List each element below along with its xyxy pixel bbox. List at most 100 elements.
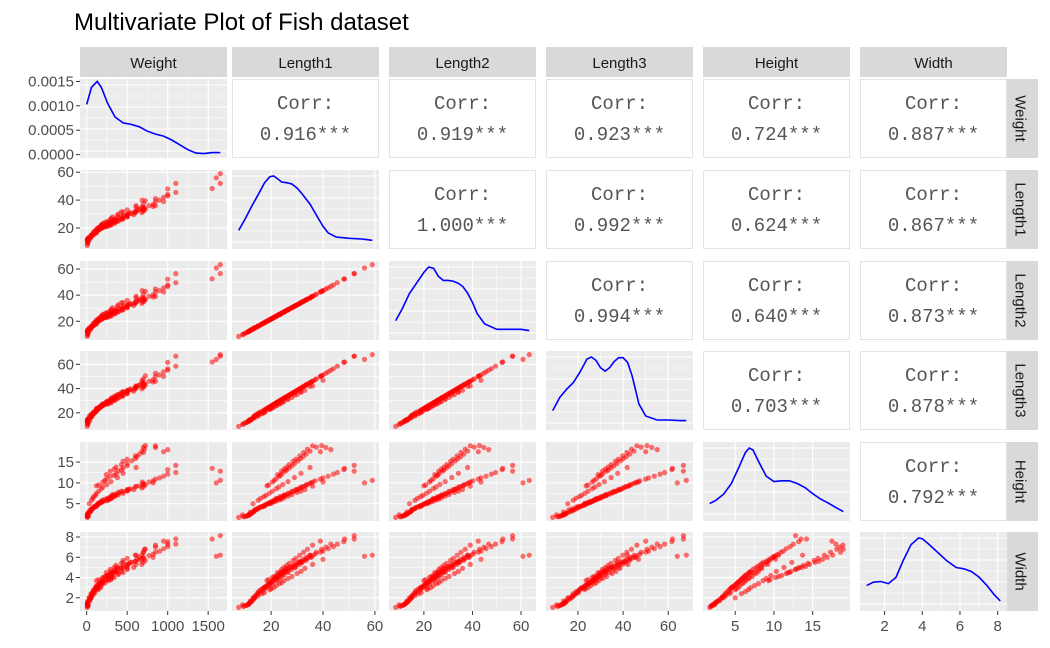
column-strip-label: Length2 — [435, 55, 489, 72]
data-point — [261, 503, 267, 509]
data-point — [152, 196, 159, 202]
density-curve — [238, 175, 373, 242]
data-point — [632, 480, 639, 486]
data-point — [301, 449, 307, 456]
data-point — [565, 595, 571, 601]
data-point — [133, 383, 139, 389]
data-point — [646, 475, 652, 481]
data-point — [161, 373, 167, 379]
data-point — [467, 561, 473, 568]
scatter-points — [84, 352, 223, 429]
data-point — [131, 302, 137, 309]
data-point — [328, 367, 334, 373]
data-point — [303, 382, 309, 388]
data-point — [457, 384, 463, 390]
data-point — [96, 482, 102, 488]
density-panel — [232, 170, 379, 249]
data-point — [492, 541, 499, 547]
column-strip — [389, 47, 536, 77]
x-tick-label: 60 — [513, 618, 530, 635]
x-tick-label: 40 — [464, 618, 481, 635]
data-point — [433, 401, 439, 407]
data-point — [467, 542, 473, 548]
data-point — [115, 309, 121, 315]
data-point — [313, 549, 319, 555]
data-point — [120, 388, 126, 395]
x-tick-label: 60 — [367, 618, 384, 635]
data-point — [369, 262, 375, 268]
data-point — [478, 556, 484, 562]
data-point — [107, 468, 113, 474]
data-point — [240, 421, 246, 427]
data-point — [596, 572, 602, 579]
data-point — [310, 542, 316, 548]
data-point — [289, 573, 295, 580]
data-point — [342, 276, 348, 282]
data-point — [623, 559, 629, 565]
data-point — [738, 591, 745, 597]
data-point — [104, 219, 110, 225]
data-point — [628, 446, 635, 452]
correlation-label: Corr: — [591, 184, 648, 206]
data-point — [217, 353, 223, 359]
data-point — [217, 477, 223, 483]
x-tick-label: 20 — [570, 618, 587, 635]
data-point — [608, 560, 614, 566]
data-point — [250, 326, 256, 332]
data-point — [115, 218, 121, 224]
x-tick-label: 500 — [115, 618, 140, 635]
data-point — [291, 564, 298, 571]
data-point — [450, 388, 456, 394]
data-point — [142, 297, 148, 303]
data-point — [560, 509, 567, 515]
data-point — [459, 565, 466, 572]
data-point — [442, 568, 448, 575]
data-point — [303, 557, 309, 563]
data-point — [454, 552, 460, 558]
data-point — [255, 506, 261, 512]
data-point — [461, 557, 467, 563]
column-strip-label: Length3 — [592, 55, 646, 72]
data-point — [342, 465, 348, 471]
correlation-value: 0.867*** — [888, 215, 979, 237]
data-point — [450, 555, 456, 561]
data-point — [285, 396, 291, 402]
data-point — [771, 554, 777, 560]
data-point — [217, 171, 223, 177]
density-panel — [860, 532, 1007, 611]
data-point — [434, 494, 441, 500]
data-point — [108, 479, 114, 485]
scatter-points — [550, 443, 689, 521]
data-point — [811, 557, 817, 563]
data-point — [157, 475, 163, 481]
data-point — [426, 581, 433, 587]
data-point — [323, 444, 329, 451]
data-point — [767, 557, 773, 563]
data-point — [426, 488, 433, 494]
correlation-panel — [703, 170, 850, 249]
data-point — [437, 572, 443, 579]
data-point — [462, 446, 468, 452]
data-point — [369, 477, 375, 483]
correlation-panel — [860, 170, 1007, 249]
data-point — [114, 212, 121, 218]
data-point — [124, 566, 130, 573]
correlation-panel — [860, 351, 1007, 430]
row-strip — [1005, 79, 1038, 158]
data-point — [553, 512, 560, 518]
data-point — [796, 564, 803, 571]
y-tick-label: 6 — [66, 549, 74, 566]
data-point — [404, 509, 410, 515]
data-point — [657, 471, 663, 477]
data-point — [550, 514, 556, 521]
data-point — [509, 468, 516, 474]
data-point — [608, 564, 614, 571]
data-point — [133, 295, 139, 301]
data-point — [133, 464, 139, 471]
data-point — [113, 464, 119, 470]
data-point — [146, 378, 152, 384]
data-point — [104, 310, 110, 316]
data-point — [455, 470, 461, 476]
data-point — [317, 449, 323, 455]
data-point — [615, 486, 622, 493]
